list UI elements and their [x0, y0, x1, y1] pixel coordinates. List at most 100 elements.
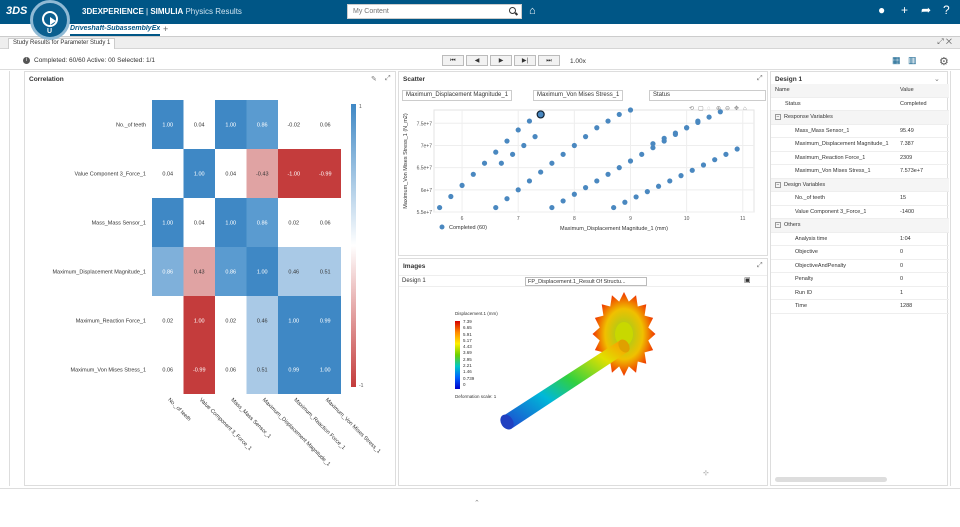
- scatter-point[interactable]: [605, 118, 611, 124]
- scatter-point[interactable]: [481, 160, 488, 166]
- group-row[interactable]: − Design Variables: [771, 178, 949, 192]
- selected-point[interactable]: [536, 110, 545, 119]
- heatmap-cell[interactable]: [215, 296, 247, 345]
- chart-tool-icon[interactable]: ⊖: [725, 106, 730, 112]
- scatter-color-tab[interactable]: Status: [649, 90, 766, 101]
- collapse-icon[interactable]: −: [775, 114, 781, 120]
- table-row[interactable]: Analysis time 1:04: [771, 233, 949, 246]
- heatmap-cell[interactable]: [246, 149, 279, 198]
- scatter-point[interactable]: [571, 191, 577, 197]
- scatter-point[interactable]: [515, 127, 521, 133]
- scatter-point[interactable]: [582, 185, 589, 191]
- scatter-point[interactable]: [611, 204, 617, 211]
- table-row[interactable]: Status Completed: [771, 98, 949, 111]
- scatter-point[interactable]: [538, 169, 544, 175]
- left-collapse-handle[interactable]: [0, 71, 10, 486]
- maximize-icon[interactable]: ⤢: [757, 75, 763, 82]
- scatter-point[interactable]: [712, 157, 718, 163]
- heatmap-cell[interactable]: [246, 198, 279, 247]
- table-row[interactable]: No._of teeth 15: [771, 192, 949, 206]
- play-button[interactable]: ▶: [490, 55, 512, 66]
- heatmap-cell[interactable]: [183, 149, 216, 198]
- heatmap-cell[interactable]: [246, 296, 279, 345]
- group-row[interactable]: − Response Variables: [771, 111, 949, 125]
- scatter-point[interactable]: [571, 142, 577, 149]
- scatter-point[interactable]: [650, 145, 656, 151]
- scatter-point[interactable]: [448, 193, 454, 200]
- next-button[interactable]: ▶|: [514, 55, 536, 66]
- heatmap-cell[interactable]: [215, 247, 247, 296]
- first-button[interactable]: ⏮: [442, 55, 464, 66]
- compass-button[interactable]: U: [30, 0, 70, 40]
- table-row[interactable]: Run ID 1: [771, 287, 949, 300]
- horizontal-scrollbar[interactable]: [775, 477, 887, 482]
- scatter-point[interactable]: [678, 173, 684, 179]
- heatmap-cell[interactable]: [152, 149, 184, 198]
- heatmap-cell[interactable]: [152, 296, 184, 345]
- scatter-point[interactable]: [717, 109, 723, 115]
- heatmap-cell[interactable]: [152, 100, 184, 149]
- scatter-point[interactable]: [689, 167, 695, 173]
- chart-tool-icon[interactable]: ⟲: [689, 106, 694, 112]
- scatter-point[interactable]: [526, 178, 533, 184]
- tab-driveshaft[interactable]: Driveshaft-SubassemblyEx: [70, 25, 160, 36]
- heatmap-cell[interactable]: [309, 198, 342, 247]
- image-result-select[interactable]: FP_Displacement.1_Result Of Structu...: [525, 277, 647, 286]
- scatter-point[interactable]: [549, 204, 555, 211]
- heatmap-cell[interactable]: [183, 296, 216, 345]
- speed-select[interactable]: 1.00x: [570, 58, 586, 65]
- heatmap-cell[interactable]: [152, 345, 184, 394]
- heatmap-cell[interactable]: [152, 198, 184, 247]
- heatmap-cell[interactable]: [183, 198, 216, 247]
- chart-tool-icon[interactable]: ◌: [707, 106, 711, 112]
- chart-tool-icon[interactable]: ⌂: [743, 106, 747, 112]
- scatter-point[interactable]: [723, 151, 729, 157]
- scatter-point[interactable]: [498, 160, 504, 166]
- scatter-point[interactable]: [549, 160, 555, 166]
- tab-study-results[interactable]: Study Results for Parameter Study 1: [8, 38, 116, 49]
- scatter-point[interactable]: [616, 111, 622, 118]
- heatmap-cell[interactable]: [309, 149, 342, 198]
- maximize-icon[interactable]: ⤢: [757, 262, 763, 269]
- right-collapse-handle[interactable]: [950, 71, 960, 486]
- scatter-point[interactable]: [594, 125, 600, 131]
- table-row[interactable]: Maximum_Von Mises Stress_1 7.573e+7: [771, 165, 949, 179]
- heatmap-cell[interactable]: [278, 247, 310, 296]
- scatter-point[interactable]: [700, 162, 707, 168]
- scatter-point[interactable]: [661, 135, 667, 141]
- prev-button[interactable]: ◀: [466, 55, 488, 66]
- last-button[interactable]: ⏭: [538, 55, 560, 66]
- scatter-point[interactable]: [560, 151, 566, 157]
- heatmap-cell[interactable]: [215, 198, 247, 247]
- help-icon[interactable]: ?: [943, 3, 950, 17]
- heatmap-cell[interactable]: [215, 149, 247, 198]
- maximize-icon[interactable]: ⤢: [385, 75, 391, 82]
- scatter-point[interactable]: [734, 146, 740, 152]
- table-row[interactable]: Penalty 0: [771, 273, 949, 287]
- scatter-point[interactable]: [459, 182, 465, 188]
- scatter-point[interactable]: [504, 138, 510, 144]
- heatmap-cell[interactable]: [278, 149, 310, 198]
- scatter-point[interactable]: [493, 204, 499, 211]
- gear-icon[interactable]: ⚙: [939, 56, 949, 68]
- scatter-point[interactable]: [470, 171, 476, 177]
- table-row[interactable]: Value Component 3_Force_1 -1400: [771, 206, 949, 219]
- scatter-point[interactable]: [695, 119, 701, 126]
- table-row[interactable]: Mass_Mass Sensor_1 95.49: [771, 125, 949, 138]
- heatmap-cell[interactable]: [278, 100, 310, 149]
- heatmap-cell[interactable]: [183, 100, 216, 149]
- table-row[interactable]: Time 1288: [771, 300, 949, 314]
- heatmap-cell[interactable]: [278, 198, 310, 247]
- scatter-point[interactable]: [706, 114, 712, 120]
- heatmap-cell[interactable]: [183, 345, 216, 394]
- scatter-point[interactable]: [684, 125, 690, 131]
- scatter-point[interactable]: [639, 151, 645, 157]
- scatter-point[interactable]: [627, 107, 634, 113]
- image-options-icon[interactable]: ▣: [744, 277, 751, 284]
- view-layout-icon[interactable]: ▦ ▥: [892, 55, 917, 65]
- scatter-y-tab[interactable]: Maximum_Von Mises Stress_1: [533, 90, 624, 101]
- scatter-point[interactable]: [521, 142, 527, 149]
- table-row[interactable]: ObjectiveAndPenalty 0: [771, 260, 949, 273]
- heatmap-cell[interactable]: [309, 296, 342, 345]
- tag-icon[interactable]: ⌂: [529, 5, 536, 17]
